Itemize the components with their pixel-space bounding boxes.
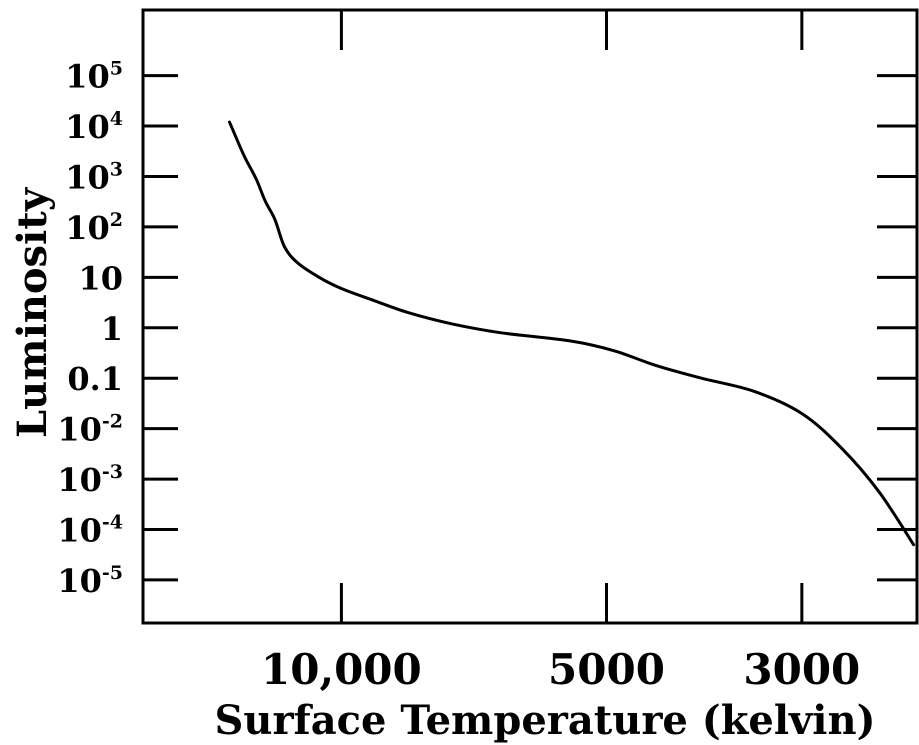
x-tick-label: 10,000 [261,645,422,694]
y-tick-label: 10 [78,259,123,297]
y-tick-label-exponent: -2 [102,411,123,433]
y-tick-label-base: 10 [78,259,123,297]
y-tick-label-exponent: 5 [110,58,123,80]
y-tick-label-base: 10 [57,562,102,600]
y-tick-label-exponent: 2 [110,209,123,231]
y-tick-label-base: 10 [57,461,102,499]
y-tick-label: 10-5 [57,562,123,600]
x-tick-label: 3000 [743,645,860,694]
y-tick-label: 103 [65,158,123,196]
y-tick-label-exponent: 3 [110,158,123,180]
y-tick-label-base: 10 [57,411,102,449]
y-tick-label: 102 [65,209,123,247]
y-tick-label: 104 [65,108,123,146]
y-tick-label-exponent: 4 [110,108,123,130]
x-axis-title: Surface Temperature (kelvin) [215,697,876,744]
y-tick-label-exponent: -5 [102,562,123,584]
y-tick-label-base: 10 [57,512,102,550]
y-tick-label-base: 10 [65,209,110,247]
y-tick-label: 10-4 [57,512,123,550]
y-tick-label: 1 [101,310,123,348]
x-tick-label: 5000 [548,645,665,694]
y-tick-label: 10-3 [57,461,123,499]
y-tick-label: 0.1 [67,360,123,398]
series-line [228,120,916,547]
y-tick-label-base: 10 [65,158,110,196]
y-tick-label-base: 10 [65,58,110,96]
plot-frame [141,8,919,625]
y-tick-label-base: 10 [65,108,110,146]
y-tick-label: 10-2 [57,411,123,449]
y-tick-label: 105 [65,58,123,96]
y-tick-label-exponent: -3 [102,461,123,483]
x-axis-ticks: 10,000 5000 3000 [261,10,860,694]
y-tick-label-exponent: -4 [102,512,123,534]
y-tick-label-base: 0.1 [67,360,123,398]
y-tick-label-base: 1 [101,310,123,348]
y-axis-title: Luminosity [9,186,56,438]
